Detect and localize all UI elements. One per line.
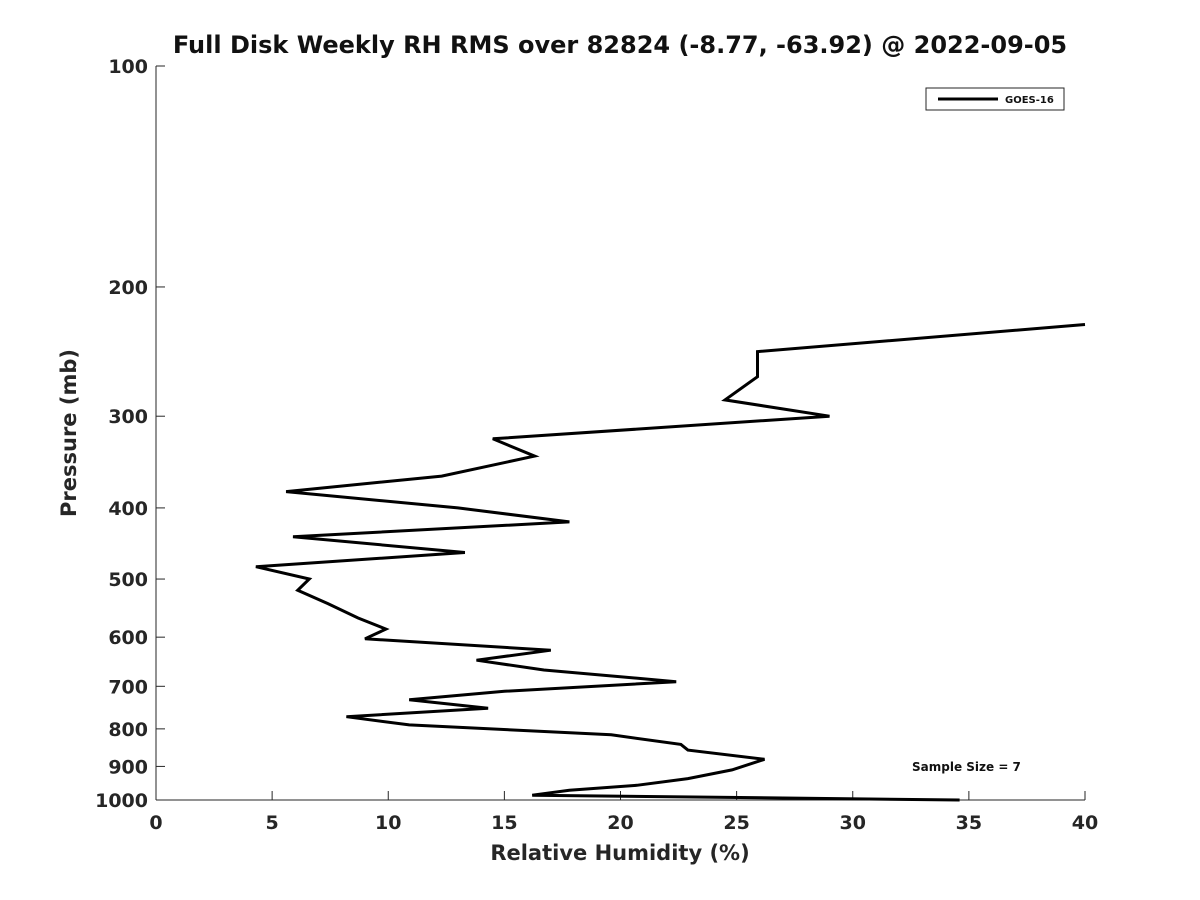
y-tick-label: 900 <box>108 756 148 778</box>
series-line-goes16 <box>255 323 1086 802</box>
plot-axes <box>155 66 1085 801</box>
series-group <box>255 323 1086 802</box>
x-ticks: 0 5 10 15 20 25 30 35 40 <box>149 791 1098 834</box>
x-tick-label: 5 <box>266 812 279 834</box>
y-tick-label: 800 <box>108 719 148 741</box>
x-tick-label: 40 <box>1072 812 1098 834</box>
y-tick-label: 100 <box>108 56 148 78</box>
y-tick-label: 700 <box>108 676 148 698</box>
x-tick-label: 30 <box>840 812 866 834</box>
sample-size-annotation: Sample Size = 7 <box>912 760 1021 774</box>
legend: GOES-16 <box>925 87 1065 111</box>
x-tick-label: 35 <box>956 812 982 834</box>
y-tick-label: 400 <box>108 498 148 520</box>
chart-title: Full Disk Weekly RH RMS over 82824 (-8.7… <box>173 31 1067 59</box>
y-axis-label: Pressure (mb) <box>57 349 81 517</box>
y-ticks: 100 200 300 400 500 600 700 800 900 1000 <box>95 56 165 812</box>
y-tick-label: 500 <box>108 569 148 591</box>
x-tick-label: 20 <box>607 812 633 834</box>
x-tick-label: 0 <box>149 812 162 834</box>
y-tick-label: 1000 <box>95 790 148 812</box>
y-tick-label: 600 <box>108 627 148 649</box>
x-tick-label: 15 <box>491 812 517 834</box>
y-tick-label: 200 <box>108 277 148 299</box>
x-tick-label: 25 <box>723 812 749 834</box>
x-tick-label: 10 <box>375 812 401 834</box>
legend-label-goes16: GOES-16 <box>1005 95 1054 106</box>
y-tick-label: 300 <box>108 406 148 428</box>
x-axis-label: Relative Humidity (%) <box>490 841 749 865</box>
